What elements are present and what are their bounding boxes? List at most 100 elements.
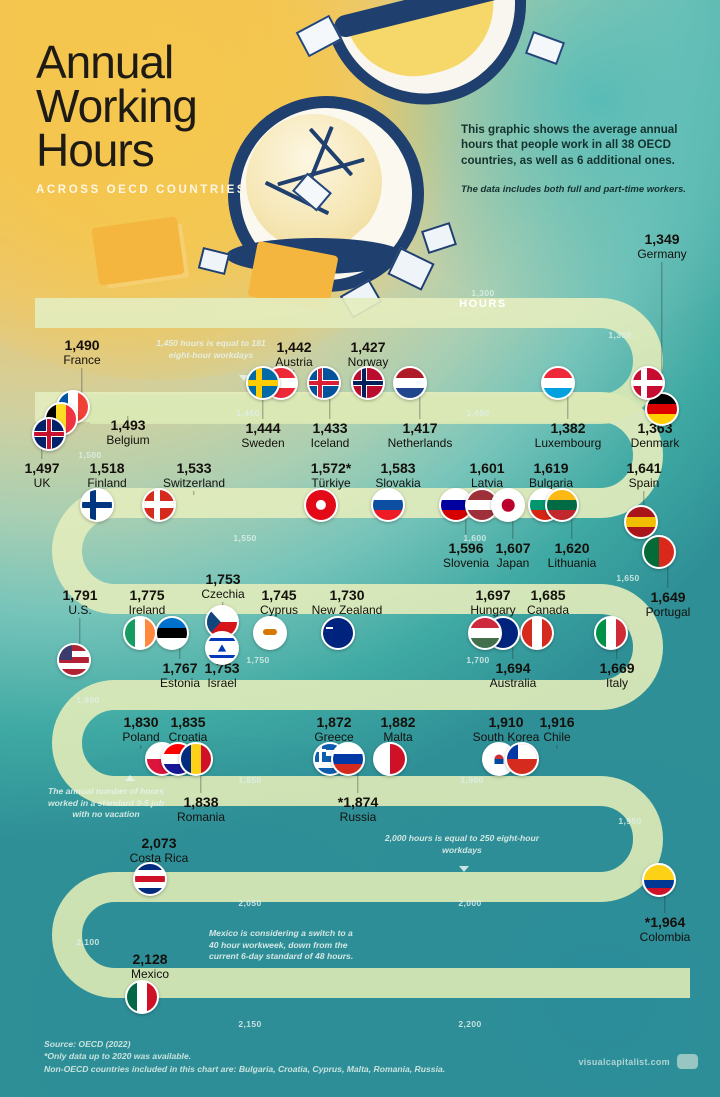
flag-icon-us	[57, 643, 91, 677]
country-name: Estonia	[159, 676, 201, 690]
country-label-italy: 1,669 Italy	[599, 661, 634, 691]
country-name: Denmark	[630, 436, 680, 450]
country-label-chile: 1,916 Chile	[539, 714, 575, 745]
note-1800-arrow	[125, 775, 135, 781]
country-value: 1,685	[530, 587, 566, 603]
country-label-denmark: 1,363 Denmark	[630, 421, 680, 451]
country-name: Romania	[176, 810, 226, 824]
country-value: 1,382	[550, 420, 586, 436]
marker-stem	[643, 491, 645, 510]
flag-icon-no	[351, 366, 385, 400]
country-label-cyprus: 1,745 Cyprus	[259, 588, 299, 618]
page-subtitle: ACROSS OECD COUNTRIES	[36, 184, 248, 196]
country-name: Luxembourg	[534, 436, 602, 450]
flag-icon-ee	[155, 616, 189, 650]
marker-stem	[419, 393, 421, 419]
country-value: 1,697	[475, 587, 511, 603]
country-name: Portugal	[645, 605, 691, 619]
flag-icon-cr	[133, 862, 167, 896]
country-label-costa-rica: 2,073 Costa Rica	[129, 836, 189, 866]
country-value: 1,753	[205, 571, 241, 587]
axis-tick-1400: 1,400	[466, 408, 490, 418]
country-label-finland: 1,518 Finland	[87, 461, 127, 491]
country-label-latvia: 1,601 Latvia	[469, 461, 504, 491]
flag-icon-nl	[393, 366, 427, 400]
country-label-poland: 1,830 Poland	[122, 715, 159, 745]
flag-icon-dk	[631, 366, 665, 400]
flag-icon-ca	[520, 616, 554, 650]
country-name: Lithuania	[547, 556, 597, 570]
footer-source: Source: OECD (2022)	[44, 1038, 131, 1049]
marker-stem	[567, 393, 569, 419]
intro-block: This graphic shows the average annual ho…	[461, 122, 693, 198]
axis-tick-2050: 2,050	[238, 898, 262, 908]
marker-stem	[571, 515, 573, 539]
country-name: Italy	[605, 676, 629, 690]
country-name: Hungary	[470, 603, 516, 617]
country-value: 1,838	[183, 794, 219, 810]
country-value: 1,619	[533, 460, 569, 476]
country-name: Finland	[87, 476, 127, 490]
marker-stem	[512, 643, 514, 659]
country-value: *1,874	[337, 794, 379, 810]
note-mexico: Mexico is considering a switch to a 40 h…	[209, 928, 354, 962]
country-label-u-s-: 1,791 U.S.	[62, 588, 97, 618]
country-label-norway: 1,427 Norway	[348, 340, 389, 370]
country-name: Türkiye	[311, 476, 351, 490]
flag-icon-cl	[505, 742, 539, 776]
country-value: 1,533	[176, 460, 212, 476]
country-value: 1,493	[110, 417, 146, 433]
title-block: Annual Working Hours ACROSS OECD COUNTRI…	[36, 39, 248, 196]
country-label-t-rkiye: 1,572* Türkiye	[311, 461, 351, 491]
country-value: 1,872	[316, 714, 352, 730]
country-value: 1,753	[204, 660, 240, 676]
country-name: New Zealand	[311, 603, 383, 617]
country-name: Czechia	[201, 587, 245, 601]
country-value: 1,916	[539, 714, 575, 730]
country-label-belgium: 1,493 Belgium	[106, 417, 150, 448]
axis-unit-label: HOURS	[459, 298, 507, 310]
flag-icon-jp	[491, 488, 525, 522]
country-name: South Korea	[472, 730, 540, 744]
country-label-sweden: 1,444 Sweden	[241, 421, 284, 451]
marker-stem	[465, 515, 467, 539]
country-label-malta: 1,882 Malta	[380, 715, 415, 745]
country-value: 1,349	[644, 231, 680, 247]
axis-tick-2200: 2,200	[458, 1019, 482, 1029]
flag-icon-il	[205, 631, 239, 665]
country-label-japan: 1,607 Japan	[495, 541, 530, 571]
country-name: Costa Rica	[129, 851, 189, 865]
country-value: 1,694	[495, 660, 531, 676]
country-name: Chile	[543, 730, 571, 744]
country-value: *1,964	[644, 914, 686, 930]
country-value: 1,767	[162, 660, 198, 676]
footer: Source: OECD (2022) *Only data up to 202…	[44, 1038, 445, 1075]
brand-logo[interactable]: visualcapitalist.com	[578, 1054, 698, 1069]
country-name: Belgium	[106, 433, 150, 447]
flag-icon-cy	[253, 616, 287, 650]
country-label-uk: 1,497 UK	[24, 461, 59, 491]
country-name: Cyprus	[259, 603, 299, 617]
country-name: Colombia	[639, 930, 691, 944]
flag-icon-sk	[371, 488, 405, 522]
axis-tick-1750: 1,750	[246, 655, 270, 665]
country-label-france: 1,490 France	[63, 337, 100, 368]
country-label-romania: 1,838 Romania	[176, 794, 226, 825]
marker-stem	[140, 745, 142, 749]
country-value: 1,835	[170, 714, 206, 730]
flag-icon-ro	[179, 742, 213, 776]
axis-tick-1500: 1,500	[78, 450, 102, 460]
note-1450: 1,450 hours is equal to 181 eight-hour w…	[156, 338, 266, 360]
flag-icon-is	[307, 366, 341, 400]
country-name: U.S.	[68, 603, 92, 617]
marker-stem	[262, 393, 264, 419]
axis-tick-1300: 1,300	[471, 288, 495, 298]
country-value: 1,490	[64, 337, 100, 353]
country-name: Australia	[489, 676, 537, 690]
flag-icon-it	[594, 616, 628, 650]
flag-icon-ru	[331, 742, 365, 776]
marker-stem	[661, 262, 663, 397]
country-name: Spain	[628, 476, 660, 490]
axis-tick-1800: 1,800	[76, 695, 100, 705]
country-name: Switzerland	[162, 476, 226, 490]
